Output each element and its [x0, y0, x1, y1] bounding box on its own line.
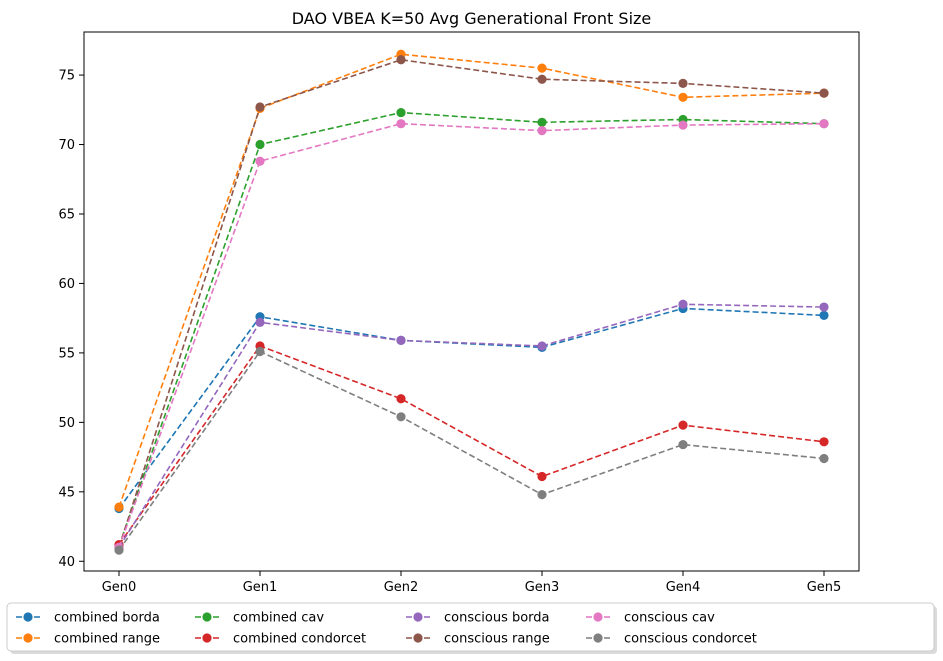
data-point — [537, 126, 547, 136]
series-combined-condorcet — [114, 341, 829, 550]
series-layer — [114, 49, 829, 555]
legend-marker — [202, 633, 212, 643]
legend-marker — [413, 612, 423, 622]
series-line — [118, 53, 825, 508]
legend-item: conscious condorcet — [586, 632, 757, 647]
data-point — [678, 299, 688, 309]
y-tick-label: 45 — [58, 485, 75, 500]
series-line — [118, 58, 825, 548]
chart-title: DAO VBEA K=50 Avg Generational Front Siz… — [292, 9, 652, 28]
data-point — [537, 117, 547, 127]
x-tick-label: Gen2 — [384, 580, 419, 595]
y-tick-label: 50 — [58, 416, 75, 431]
x-axis: Gen0 Gen1 Gen2 Gen3 Gen4 Gen5 — [102, 571, 842, 595]
data-point — [537, 471, 547, 482]
data-point — [819, 310, 829, 320]
data-point — [537, 63, 547, 73]
legend-label: combined borda — [54, 611, 160, 626]
series-line — [118, 303, 825, 548]
legend-label: conscious condorcet — [624, 632, 757, 647]
data-point — [819, 302, 829, 312]
data-point — [678, 420, 688, 430]
legend-item: conscious range — [406, 632, 550, 647]
x-tick-label: Gen3 — [525, 580, 560, 595]
legend-label: conscious range — [444, 632, 550, 647]
legend-label: combined condorcet — [233, 632, 366, 647]
data-point — [255, 102, 265, 112]
y-tick-label: 55 — [58, 346, 75, 361]
data-point — [537, 489, 547, 500]
legend-marker — [23, 612, 33, 622]
legend-item: combined condorcet — [195, 632, 366, 647]
legend-marker — [593, 633, 603, 643]
legend-label: combined cav — [233, 611, 324, 626]
data-point — [537, 74, 547, 84]
data-point — [396, 55, 406, 65]
data-point — [678, 120, 688, 130]
plot-area — [83, 31, 860, 572]
data-point — [819, 119, 829, 129]
legend: combined borda combined range combined cav… — [6, 602, 937, 654]
data-point — [396, 107, 406, 118]
data-point — [396, 412, 406, 422]
data-point — [396, 119, 406, 129]
data-point — [819, 453, 829, 464]
legend-marker — [413, 633, 423, 643]
data-point — [678, 439, 688, 450]
y-axis: 40 45 50 55 60 65 70 75 — [58, 69, 84, 570]
legend-label: combined range — [54, 632, 160, 647]
legend-marker — [593, 612, 603, 622]
series-line — [118, 111, 825, 547]
legend-marker — [202, 612, 212, 622]
data-point — [819, 437, 829, 447]
data-point — [255, 156, 265, 166]
data-point — [678, 78, 688, 88]
data-point — [537, 341, 547, 351]
x-tick-label: Gen1 — [243, 580, 278, 595]
data-point — [255, 346, 265, 357]
series-conscious-condorcet — [114, 346, 829, 555]
data-point — [396, 394, 406, 404]
series-conscious-borda — [114, 299, 829, 552]
y-tick-label: 65 — [58, 207, 75, 222]
legend-item: combined cav — [195, 611, 324, 626]
legend-frame — [6, 602, 935, 652]
data-point — [114, 545, 124, 555]
data-point — [255, 139, 265, 150]
series-line — [118, 344, 825, 546]
y-tick-label: 40 — [58, 555, 75, 570]
series-line — [118, 122, 825, 548]
x-tick-label: Gen0 — [102, 580, 137, 595]
y-tick-label: 70 — [58, 138, 75, 153]
data-point — [678, 92, 688, 102]
legend-item: combined range — [16, 632, 160, 647]
data-point — [819, 88, 829, 98]
series-conscious-cav — [114, 119, 829, 552]
data-point — [396, 335, 406, 345]
data-point — [114, 502, 124, 512]
series-line — [118, 350, 825, 551]
legend-item: combined borda — [16, 611, 160, 626]
x-tick-label: Gen5 — [807, 580, 842, 595]
legend-label: conscious cav — [624, 611, 715, 626]
legend-label: conscious borda — [444, 611, 550, 626]
data-point — [255, 317, 265, 327]
x-tick-label: Gen4 — [666, 580, 701, 595]
y-tick-label: 75 — [58, 69, 75, 84]
legend-marker — [23, 633, 33, 643]
legend-item: conscious borda — [406, 611, 550, 626]
y-tick-label: 60 — [58, 277, 75, 292]
legend-item: conscious cav — [586, 611, 715, 626]
